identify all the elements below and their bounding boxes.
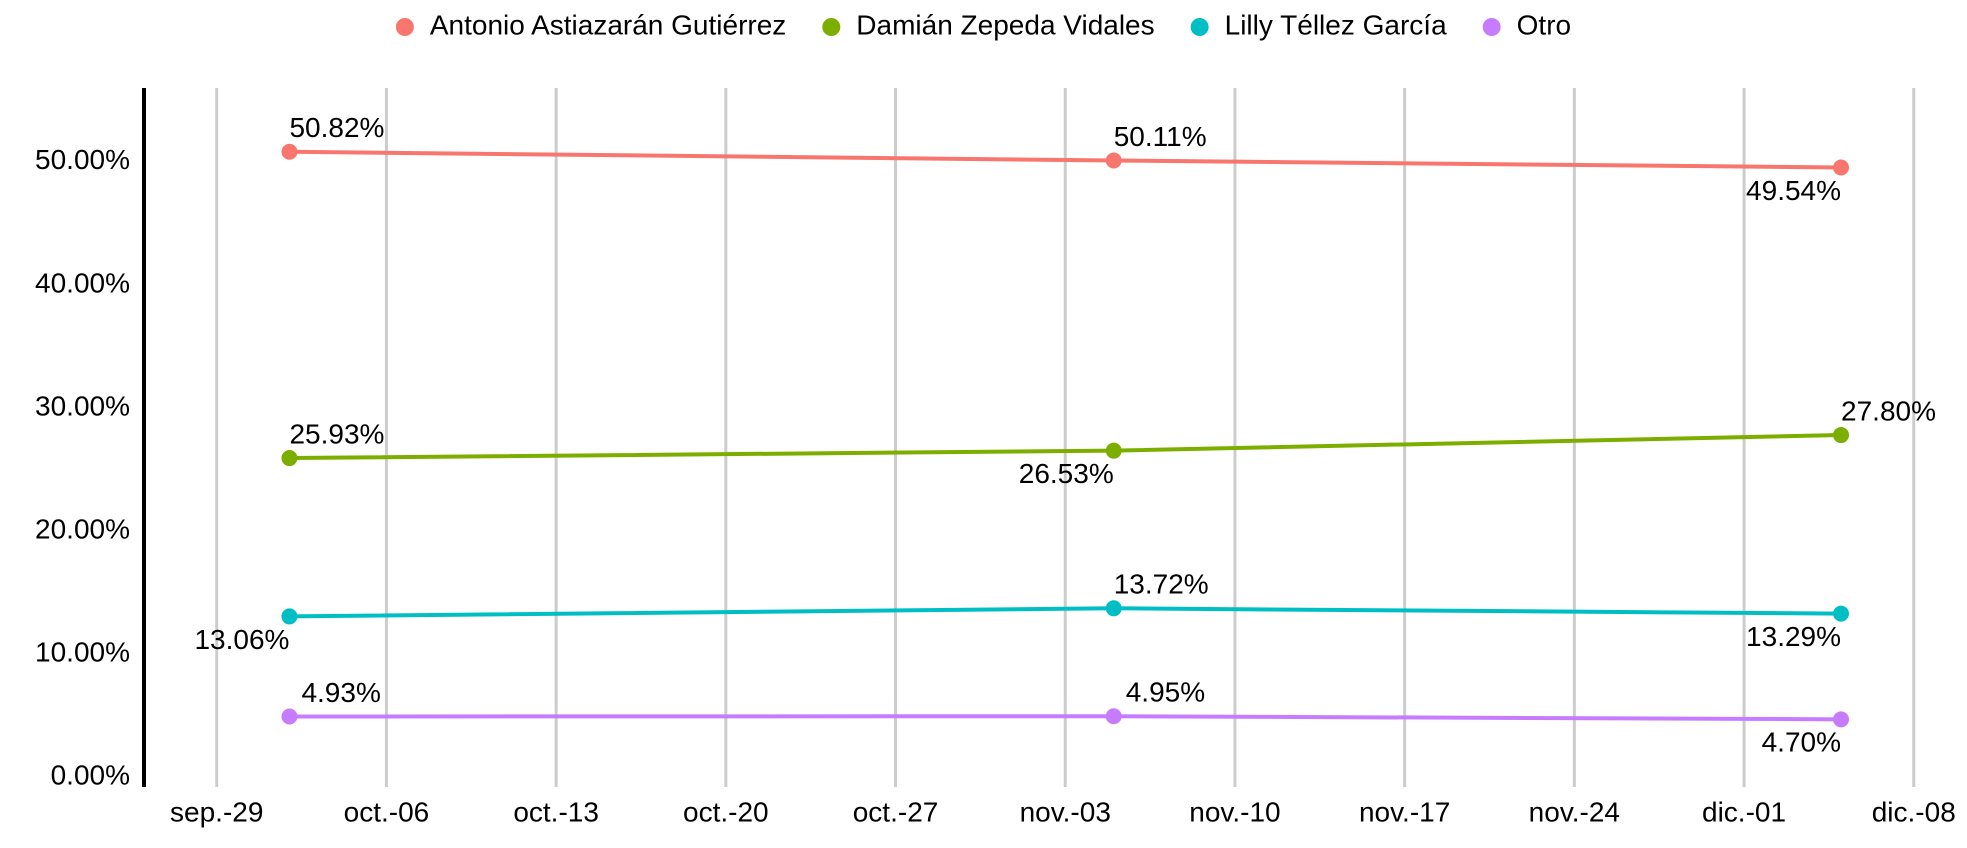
data-point: [1105, 442, 1122, 459]
data-label: 13.06%: [194, 624, 289, 655]
y-tick-label: 0.00%: [51, 760, 130, 791]
data-point: [1833, 711, 1850, 728]
legend-swatch: [1190, 18, 1209, 36]
data-label: 13.29%: [1746, 621, 1841, 652]
x-tick-label: sep.-29: [170, 796, 263, 827]
x-tick-label: nov.-24: [1529, 796, 1620, 827]
legend-label: Damián Zepeda Vidales: [856, 9, 1154, 40]
legend-swatch: [822, 18, 841, 36]
data-label: 27.80%: [1841, 395, 1936, 426]
data-point: [1833, 605, 1850, 622]
data-point: [281, 708, 298, 725]
data-point: [281, 608, 298, 625]
data-label: 25.93%: [289, 418, 384, 449]
x-tick-label: oct.-27: [853, 796, 939, 827]
x-tick-label: oct.-13: [513, 796, 599, 827]
data-label: 50.11%: [1114, 121, 1207, 152]
data-label: 13.72%: [1114, 569, 1209, 600]
data-label: 26.53%: [1019, 458, 1114, 489]
x-tick-label: dic.-08: [1872, 796, 1956, 827]
data-label: 4.70%: [1762, 727, 1841, 758]
x-tick-label: dic.-01: [1702, 796, 1786, 827]
data-point: [281, 143, 298, 160]
data-point: [1105, 152, 1122, 169]
data-label: 50.82%: [289, 112, 384, 143]
data-point: [1105, 708, 1122, 725]
legend: Antonio Astiazarán Gutiérrez Damián Zeped…: [395, 9, 1571, 40]
y-tick-label: 40.00%: [35, 267, 130, 298]
legend-label: Lilly Téllez García: [1225, 9, 1447, 40]
x-tick-label: nov.-17: [1359, 796, 1450, 827]
legend-label: Otro: [1517, 9, 1571, 40]
legend-swatch: [1482, 18, 1501, 36]
data-point: [1105, 600, 1122, 617]
legend-label: Antonio Astiazarán Gutiérrez: [430, 9, 786, 40]
data-point: [281, 450, 298, 467]
data-point: [1833, 159, 1850, 176]
y-tick-label: 30.00%: [35, 390, 130, 421]
x-tick-label: oct.-20: [683, 796, 769, 827]
x-tick-label: nov.-10: [1189, 796, 1280, 827]
y-tick-label: 50.00%: [35, 144, 130, 175]
legend-swatch: [395, 18, 414, 36]
y-tick-label: 20.00%: [35, 513, 130, 544]
data-label: 49.54%: [1746, 175, 1841, 206]
x-tick-label: oct.-06: [344, 796, 430, 827]
data-label: 4.95%: [1126, 677, 1205, 708]
y-tick-label: 10.00%: [35, 636, 130, 667]
data-point: [1833, 427, 1850, 444]
x-tick-label: nov.-03: [1020, 796, 1111, 827]
data-label: 4.93%: [301, 677, 380, 708]
